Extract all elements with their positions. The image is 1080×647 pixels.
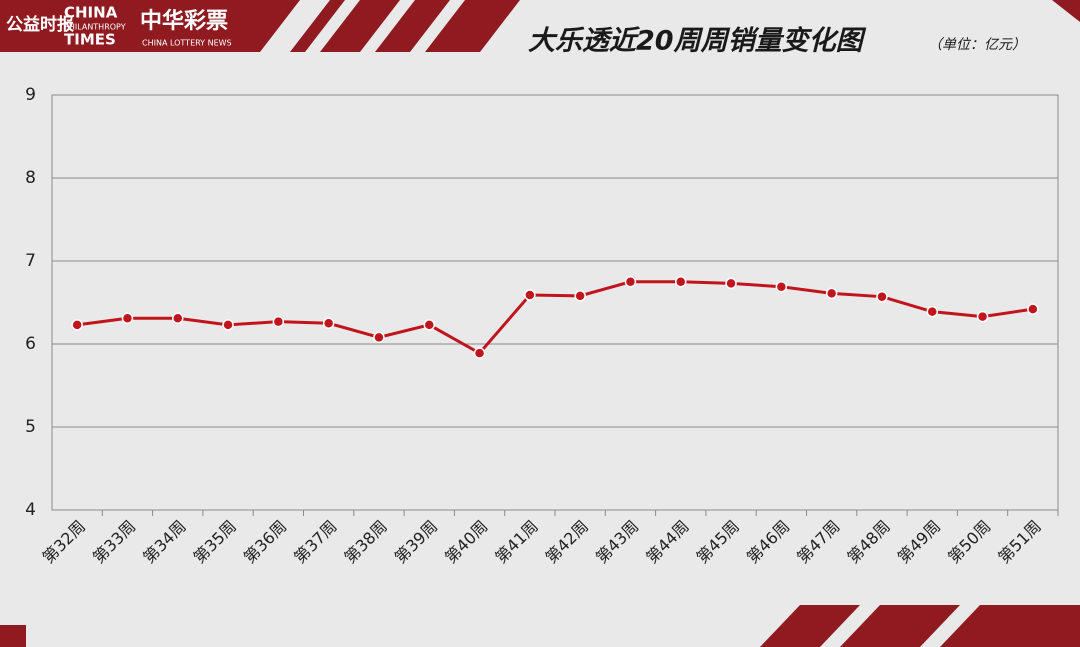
- logo-text: CHINA: [64, 4, 118, 22]
- x-tick-label: 第41周: [491, 517, 541, 567]
- x-tick-label: 第47周: [793, 517, 843, 567]
- x-tick-label: 第43周: [592, 517, 642, 567]
- x-tick-label: 第44周: [642, 517, 692, 567]
- point: [976, 310, 989, 323]
- x-tick-label: 第40周: [441, 517, 491, 567]
- x-tick-label: 第51周: [994, 517, 1044, 567]
- x-tick-label: 第42周: [542, 517, 592, 567]
- point: [71, 319, 83, 331]
- point: [423, 319, 435, 331]
- chart-subtitle: （单位：亿元）: [928, 37, 1026, 53]
- point: [272, 315, 285, 328]
- x-tick-label: 第46周: [743, 517, 793, 567]
- x-tick-label: 第49周: [894, 517, 944, 567]
- x-tick-label: 第45周: [693, 517, 743, 567]
- y-tick-label: 8: [25, 168, 36, 188]
- y-tick-label: 5: [25, 417, 36, 437]
- point: [524, 289, 536, 301]
- point: [322, 317, 335, 329]
- point: [172, 312, 184, 325]
- x-tick-label: 第37周: [290, 517, 340, 567]
- x-tick-label: 第50周: [944, 517, 994, 567]
- y-tick-label: 6: [25, 334, 36, 354]
- x-tick-label: 第33周: [89, 517, 139, 567]
- logo-text: PHILANTHROPY: [64, 23, 126, 32]
- y-tick-label: 7: [25, 251, 36, 271]
- point: [825, 287, 838, 300]
- point: [926, 305, 938, 318]
- x-tick-label: 第36周: [240, 517, 290, 567]
- point: [675, 276, 687, 288]
- logo-text: 中华彩票: [140, 8, 228, 34]
- logo-text: CHINA LOTTERY NEWS: [142, 39, 232, 48]
- y-tick-label: 4: [25, 500, 36, 520]
- point: [624, 276, 637, 288]
- point: [473, 347, 486, 359]
- x-tick-label: 第48周: [843, 517, 893, 567]
- logo-text: TIMES: [64, 31, 116, 49]
- plot-frame: [51, 94, 1059, 511]
- x-tick-label: 第38周: [340, 517, 390, 567]
- point: [725, 277, 737, 290]
- point: [373, 331, 385, 344]
- logo-mark: 公益时报: [6, 14, 74, 35]
- point: [121, 312, 134, 325]
- x-tick-label: 第34周: [139, 517, 189, 567]
- point: [222, 319, 234, 331]
- line: [76, 280, 1034, 356]
- x-tick-label: 第39周: [391, 517, 441, 567]
- point: [775, 280, 788, 293]
- point: [574, 290, 586, 302]
- x-tick-label: 第35周: [190, 517, 240, 567]
- chart-title: 大乐透近20周周销量变化图: [528, 26, 867, 57]
- point: [876, 290, 888, 303]
- x-tick-label: 第32周: [39, 517, 89, 567]
- y-tick-label: 9: [25, 85, 36, 105]
- point: [1027, 303, 1039, 315]
